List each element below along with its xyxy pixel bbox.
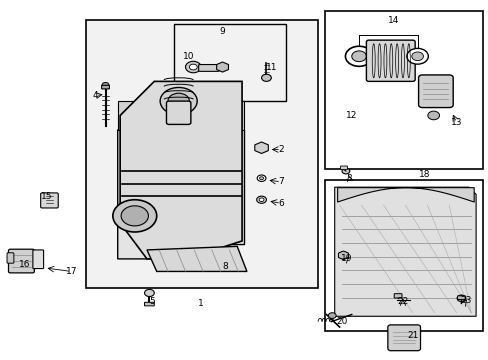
Text: 9: 9	[219, 27, 225, 36]
FancyBboxPatch shape	[457, 296, 465, 300]
Text: 11: 11	[265, 63, 277, 72]
Text: 18: 18	[418, 170, 430, 179]
Circle shape	[427, 111, 439, 120]
Text: 8: 8	[222, 262, 227, 271]
Circle shape	[167, 93, 189, 109]
Circle shape	[185, 61, 201, 73]
FancyBboxPatch shape	[8, 249, 34, 273]
Circle shape	[456, 295, 465, 302]
Circle shape	[345, 46, 372, 66]
Polygon shape	[147, 246, 246, 271]
Circle shape	[160, 87, 197, 115]
Text: 4: 4	[93, 91, 99, 100]
Text: 7: 7	[278, 177, 284, 186]
Circle shape	[328, 313, 335, 319]
Circle shape	[259, 198, 264, 202]
Circle shape	[144, 289, 154, 297]
Circle shape	[102, 82, 109, 87]
Text: 3: 3	[346, 174, 351, 183]
FancyBboxPatch shape	[366, 40, 414, 81]
Text: 14: 14	[387, 16, 398, 25]
Circle shape	[338, 252, 347, 259]
Polygon shape	[118, 101, 244, 130]
Circle shape	[341, 168, 349, 174]
Text: 13: 13	[450, 118, 462, 127]
Circle shape	[259, 177, 263, 180]
Circle shape	[113, 200, 157, 232]
Bar	[86, 21, 317, 288]
Bar	[173, 24, 285, 101]
Polygon shape	[118, 130, 244, 259]
FancyBboxPatch shape	[144, 302, 154, 306]
Text: 5: 5	[149, 297, 154, 306]
FancyBboxPatch shape	[340, 166, 346, 170]
Text: 1: 1	[197, 299, 203, 308]
Polygon shape	[120, 81, 242, 259]
Text: 10: 10	[183, 52, 194, 61]
Text: 19: 19	[341, 255, 352, 264]
Text: 23: 23	[460, 296, 471, 305]
Bar	[325, 180, 483, 330]
Circle shape	[406, 48, 427, 64]
Text: 21: 21	[406, 332, 418, 341]
FancyBboxPatch shape	[418, 75, 452, 108]
Bar	[325, 12, 483, 169]
Text: 15: 15	[41, 192, 53, 201]
Circle shape	[411, 52, 423, 60]
Text: 6: 6	[278, 199, 284, 208]
FancyBboxPatch shape	[393, 294, 401, 298]
FancyBboxPatch shape	[387, 325, 420, 351]
Circle shape	[189, 64, 197, 70]
FancyBboxPatch shape	[102, 85, 109, 89]
FancyBboxPatch shape	[41, 193, 58, 208]
Text: 22: 22	[397, 297, 408, 306]
Circle shape	[257, 175, 265, 181]
Text: 16: 16	[20, 260, 31, 269]
Circle shape	[351, 51, 366, 62]
Circle shape	[256, 196, 266, 203]
Text: 17: 17	[65, 267, 77, 276]
Text: 20: 20	[336, 317, 347, 326]
FancyBboxPatch shape	[33, 250, 43, 269]
Polygon shape	[334, 187, 475, 316]
Circle shape	[121, 206, 148, 226]
Circle shape	[261, 74, 271, 81]
Text: 2: 2	[278, 145, 284, 154]
FancyBboxPatch shape	[198, 64, 219, 71]
FancyBboxPatch shape	[7, 253, 14, 263]
FancyBboxPatch shape	[166, 101, 190, 125]
Text: 12: 12	[346, 111, 357, 120]
